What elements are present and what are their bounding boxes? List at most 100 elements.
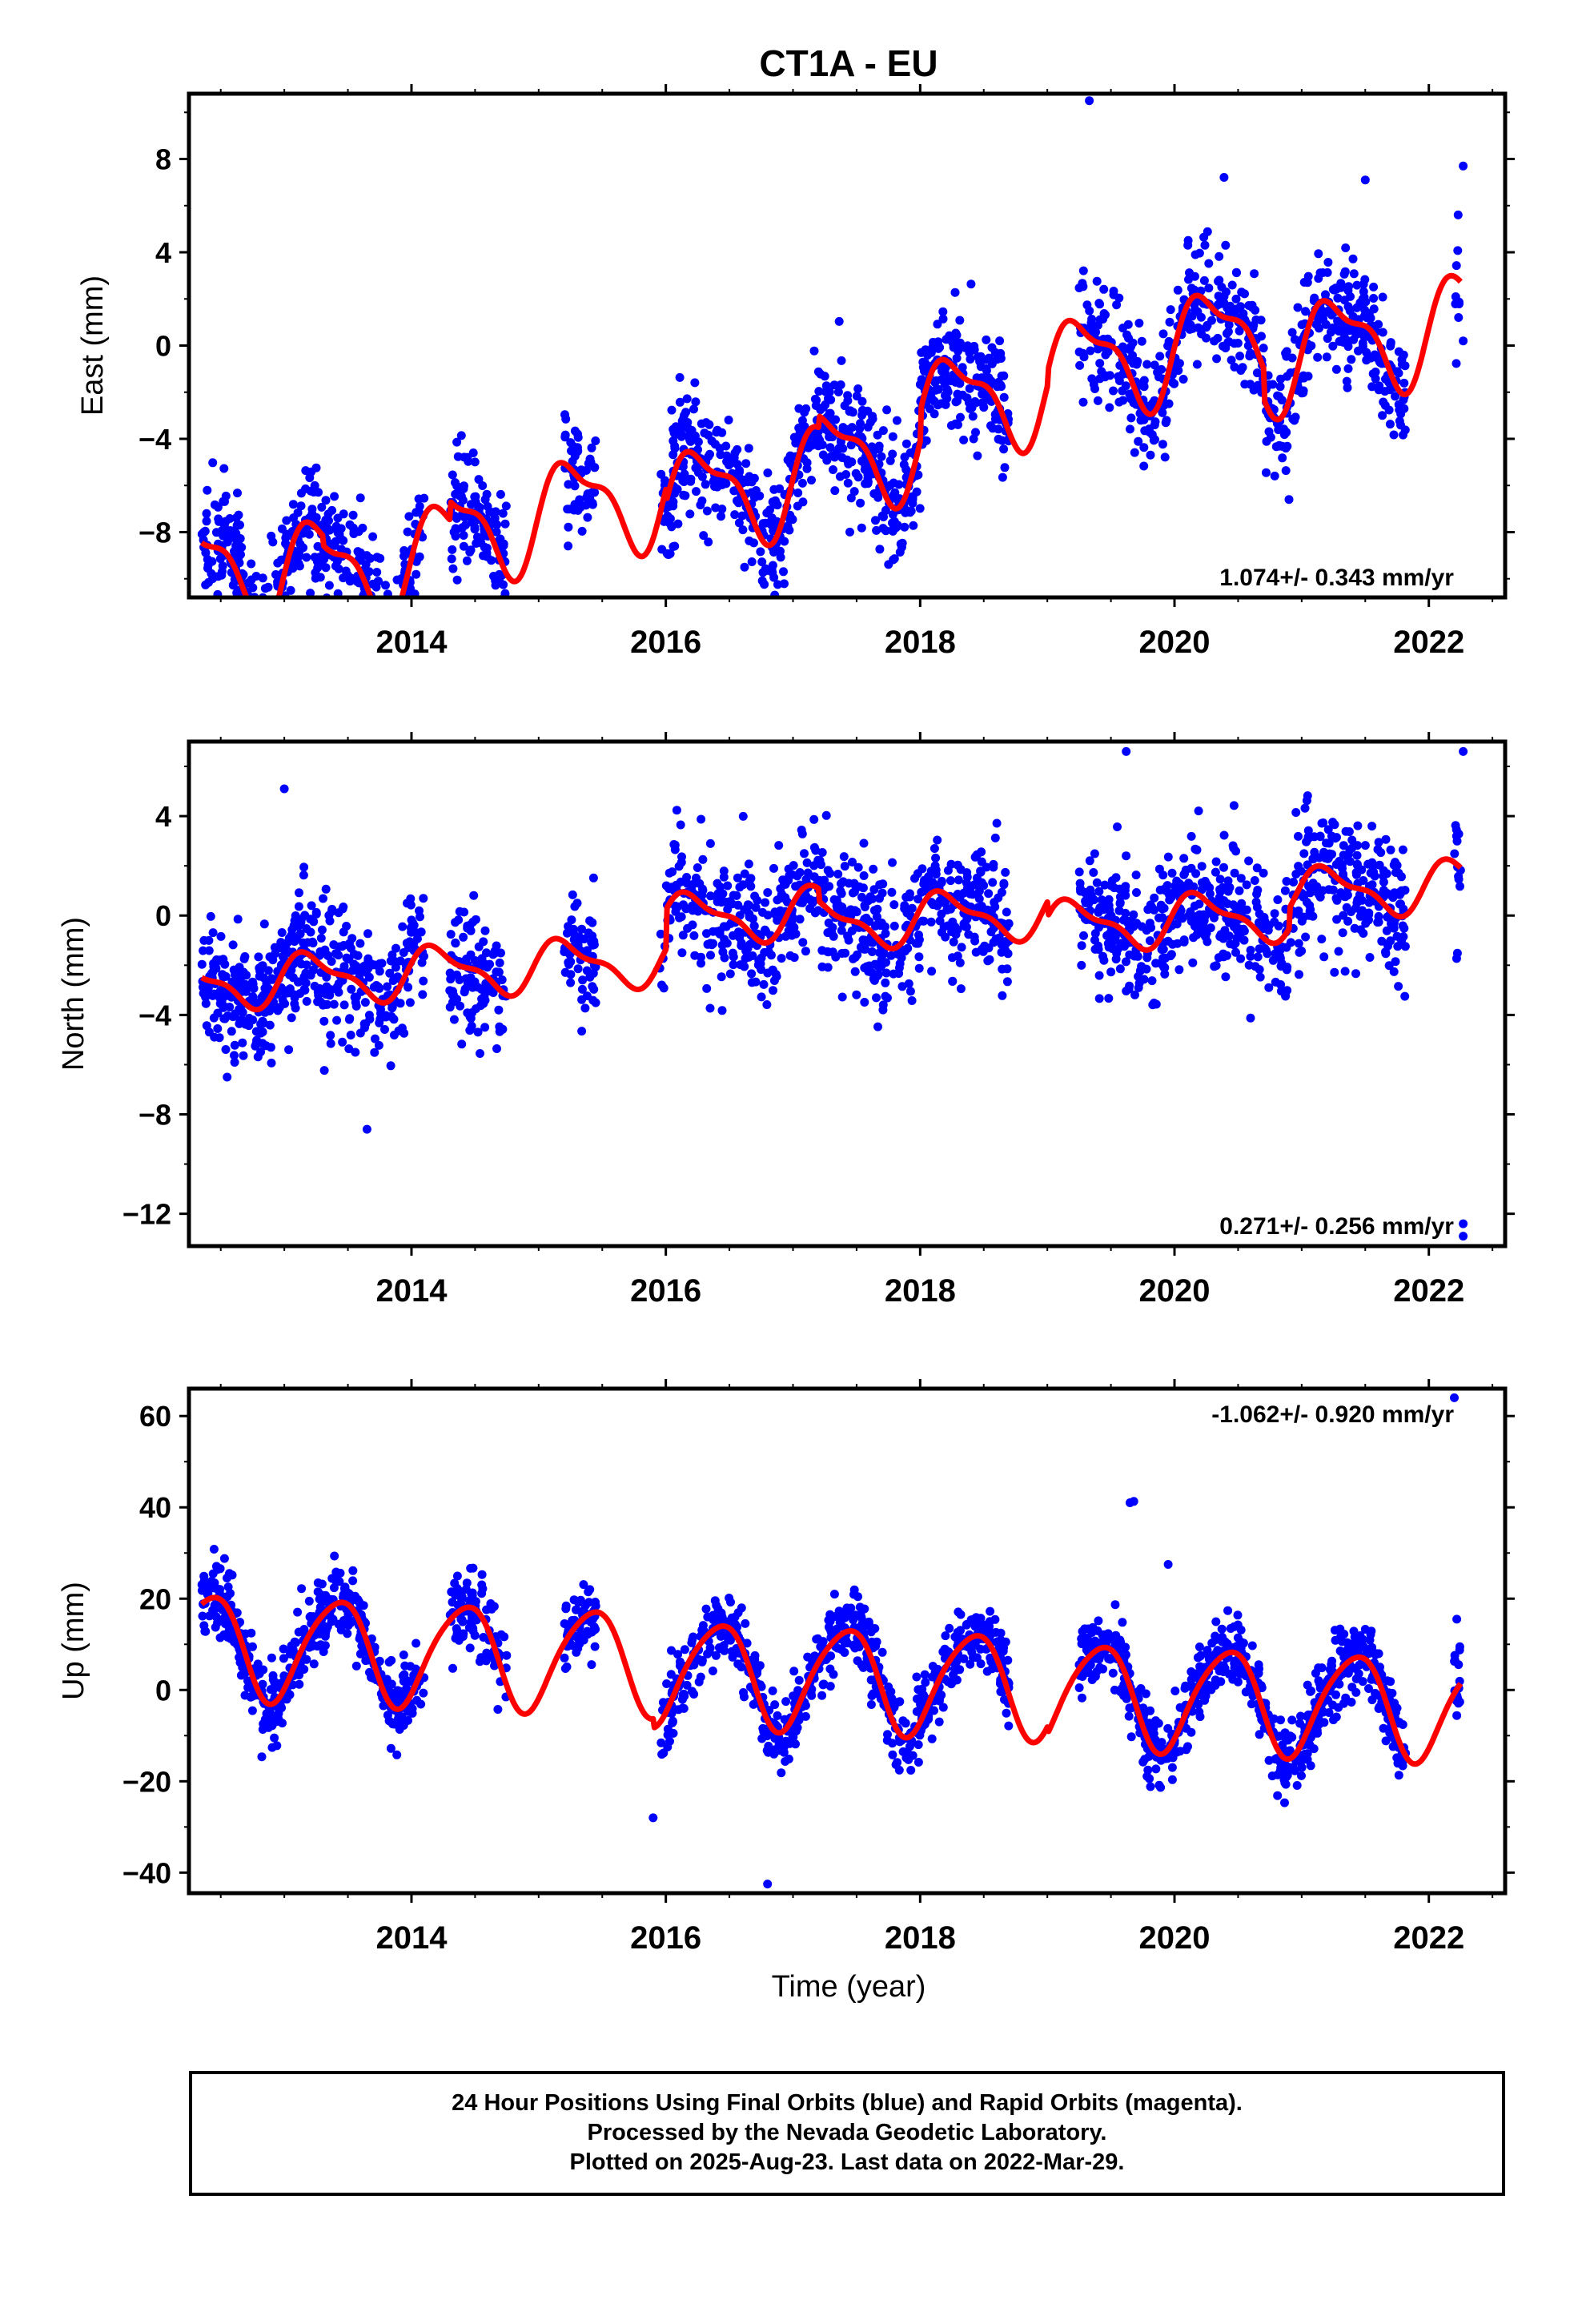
data-point — [1319, 818, 1328, 827]
data-point — [1125, 923, 1134, 933]
data-point — [848, 408, 857, 417]
data-point — [1343, 364, 1353, 373]
data-point — [242, 971, 251, 980]
data-point — [1237, 287, 1247, 297]
data-point — [1294, 939, 1303, 948]
data-point — [448, 545, 457, 554]
data-point — [1186, 831, 1196, 841]
data-point — [282, 516, 291, 525]
data-point — [1276, 374, 1286, 384]
data-point — [1214, 292, 1223, 301]
data-point — [697, 419, 706, 428]
data-point — [199, 946, 208, 955]
data-point — [230, 1058, 239, 1067]
data-point — [1345, 845, 1355, 854]
data-point — [874, 441, 884, 451]
data-point — [1375, 381, 1384, 391]
y-axis-label: North (mm) — [57, 917, 90, 1071]
data-point — [956, 984, 966, 994]
data-point — [1459, 1219, 1468, 1228]
data-point — [202, 517, 211, 526]
data-point — [682, 879, 692, 888]
data-point — [1270, 471, 1279, 480]
data-point — [256, 1019, 266, 1029]
data-point — [1210, 962, 1219, 971]
data-point — [728, 948, 737, 958]
data-point — [447, 554, 456, 564]
data-point — [1223, 876, 1233, 886]
data-point — [339, 941, 348, 950]
data-point — [881, 978, 890, 987]
data-point — [560, 432, 570, 442]
data-point — [930, 378, 940, 387]
data-point — [264, 680, 273, 689]
data-point — [1138, 1757, 1148, 1767]
data-point — [948, 976, 958, 986]
data-point — [1122, 330, 1131, 340]
data-point — [813, 906, 823, 915]
data-point — [325, 916, 335, 926]
data-point — [1389, 430, 1399, 440]
data-point — [1452, 948, 1462, 958]
data-point — [877, 1647, 887, 1657]
data-point — [813, 441, 823, 451]
x-tick-label: 2020 — [1139, 625, 1211, 660]
data-point — [679, 490, 689, 500]
data-point — [1163, 852, 1173, 862]
data-point — [1247, 1641, 1257, 1651]
x-tick-label: 2022 — [1393, 1273, 1464, 1309]
data-point — [1085, 856, 1094, 866]
data-point — [791, 882, 801, 891]
data-point — [482, 552, 492, 561]
data-point — [1312, 882, 1322, 891]
data-point — [878, 524, 888, 533]
data-point — [859, 871, 869, 880]
data-point — [582, 946, 592, 955]
data-point — [865, 917, 874, 927]
data-point — [1126, 413, 1136, 423]
data-point — [1124, 1711, 1134, 1721]
data-point — [393, 972, 403, 982]
data-point — [729, 453, 739, 463]
data-point — [1243, 341, 1253, 351]
data-point — [1174, 359, 1184, 368]
data-point — [956, 412, 965, 422]
data-point — [1149, 436, 1158, 445]
data-point — [1400, 425, 1410, 435]
data-point — [389, 1031, 399, 1039]
data-point — [900, 522, 909, 532]
data-point — [211, 629, 220, 638]
data-point — [311, 907, 321, 917]
data-point — [876, 921, 885, 931]
data-point — [1381, 1736, 1391, 1746]
data-point — [1125, 981, 1134, 991]
data-point — [998, 991, 1007, 1000]
data-point — [235, 558, 244, 568]
data-point — [364, 567, 374, 577]
data-point — [1338, 928, 1347, 938]
data-point — [588, 982, 597, 991]
data-point — [1259, 344, 1268, 353]
data-point — [375, 553, 385, 563]
data-point — [339, 509, 348, 519]
data-point — [299, 543, 308, 553]
data-point — [1378, 328, 1387, 337]
data-point — [1214, 276, 1223, 286]
data-point — [502, 1651, 512, 1660]
data-point — [228, 1012, 238, 1022]
data-point — [257, 961, 267, 971]
data-point — [884, 560, 893, 569]
data-point — [1078, 397, 1088, 407]
data-point — [408, 609, 417, 617]
data-point — [974, 894, 984, 903]
data-point — [407, 915, 416, 925]
data-point — [327, 907, 336, 916]
data-point — [1168, 939, 1178, 949]
data-point — [858, 883, 868, 893]
data-point — [745, 472, 754, 481]
data-point — [1299, 912, 1308, 922]
data-point — [1114, 906, 1124, 915]
data-point — [266, 710, 275, 719]
data-point — [201, 992, 211, 1002]
